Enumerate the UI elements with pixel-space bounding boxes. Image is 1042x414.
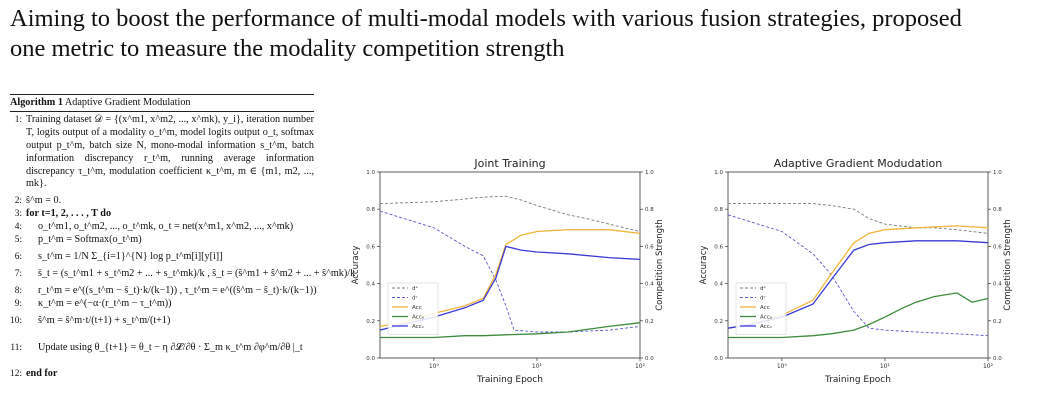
- chart-adaptive-gradient-modulation: Adaptive Gradient Modudation 0.0 0.2 0.4 0.6…: [688, 150, 1038, 395]
- series-line-2: [727, 214, 989, 337]
- series-line-1: [728, 203, 989, 234]
- y2-axis-label: Competition Strength: [655, 219, 665, 311]
- x-tick-label: 10¹: [532, 363, 543, 370]
- legend-label: Acc: [412, 305, 422, 311]
- legend-label: Accᵥ: [412, 324, 424, 330]
- chart-title: Joint Training: [473, 157, 545, 170]
- legend-label: dᵛ: [760, 296, 766, 302]
- y-tick-label: 0.8: [714, 207, 723, 213]
- algo-line-8: 8: r_t^m = e^((s_t^m − s̄_t)·k/(k−1)) , τ…: [14, 284, 317, 296]
- y-axis-label: Accuracy: [699, 246, 709, 285]
- legend-label: Accᵥ: [760, 324, 772, 330]
- x-tick-label: 10⁰: [429, 363, 440, 370]
- legend-label: Accₐ: [412, 315, 424, 321]
- y2-tick-label: 0.0: [993, 356, 1002, 362]
- y-tick-label: 0.0: [366, 356, 375, 362]
- algorithm-block: Algorithm 1 Adaptive Gradient Modulation…: [10, 94, 356, 412]
- x-tick-label: 10⁰: [777, 363, 788, 370]
- y-axis-label: Accuracy: [351, 246, 361, 285]
- y2-tick-label: 1.0: [645, 170, 654, 176]
- series-line-4: [728, 292, 989, 339]
- y2-tick-label: 0.4: [645, 282, 654, 288]
- y2-axis-label: Competition Strength: [1003, 219, 1013, 311]
- algorithm-header: Algorithm 1 Adaptive Gradient Modulation: [10, 95, 314, 111]
- algorithm-header-rule: [10, 110, 314, 112]
- slide-title-line-2: one metric to measure the modality compe…: [10, 35, 565, 62]
- algorithm-label: Algorithm 1: [10, 97, 63, 108]
- slide-title: Aiming to boost the performance of multi…: [10, 4, 1035, 64]
- y2-tick-label: 0.6: [993, 244, 1002, 250]
- algo-line-9: 9: κ_t^m = e^(−α·(r_t^m − τ_t^m)): [14, 297, 172, 309]
- algo-line-4: 4: o_t^m1, o_t^m2, ..., o_t^mk, o_t = net…: [14, 221, 294, 233]
- algo-line-3: 3: for t=1, 2, . . . , T do: [14, 208, 112, 220]
- legend-label: dᵛ: [412, 296, 418, 302]
- plot-frame: [727, 171, 989, 359]
- y2-tick-label: 0.8: [645, 207, 654, 213]
- algo-line-7: 7: s̄_t = (s_t^m1 + s_t^m2 + ... + s_t^mk…: [14, 267, 356, 279]
- algorithm-lines: 1: Training dataset 𝒟 = {(x^m1, x^m2, ...…: [10, 112, 356, 381]
- algo-line-10: 10: ŝ^m = ŝ^m·t/(t+1) + s_t^m/(t+1): [10, 314, 171, 326]
- series-line-1: [379, 195, 641, 232]
- y2-tick-label: 0.0: [645, 356, 654, 362]
- plot-frame: [379, 171, 641, 359]
- y2-tick-label: 0.4: [993, 282, 1002, 288]
- y-tick-label: 0.8: [366, 207, 375, 213]
- algo-line-1: 1: Training dataset 𝒟 = {(x^m1, x^m2, ...…: [14, 113, 314, 190]
- chart-agm-svg: Adaptive Gradient Modudation 0.0 0.2 0.4 0.6…: [699, 157, 1013, 385]
- slide-title-line-1: Aiming to boost the performance of multi…: [10, 5, 962, 32]
- y-tick-label: 0.4: [366, 282, 375, 288]
- y2-tick-label: 1.0: [993, 170, 1002, 176]
- y-tick-label: 0.6: [714, 244, 723, 250]
- legend-label: dᵃ: [760, 286, 766, 292]
- algorithm-name: Adaptive Gradient Modulation: [64, 97, 191, 108]
- algo-line-11: 11: Update using θ_{t+1} = θ_t − η ∂𝓛/∂θ …: [10, 341, 303, 353]
- y2-tick-label: 0.6: [645, 244, 654, 250]
- legend-label: dᵃ: [412, 286, 418, 292]
- series-line-2: [379, 210, 641, 333]
- algorithm-top-rule: [10, 94, 314, 95]
- x-tick-label: 10¹: [880, 363, 891, 370]
- algo-line-5: 5: p_t^m = Softmax(o_t^m): [14, 234, 142, 246]
- x-tick-label: 10²: [635, 363, 646, 370]
- chart-joint-training-svg: Joint Training 0.0 0.2 0.4 0.6 0.8 1.0 0.0 0.2 0.…: [351, 157, 665, 385]
- x-tick-label: 10²: [983, 363, 994, 370]
- y-tick-label: 0.4: [714, 282, 723, 288]
- y-tick-label: 0.0: [714, 356, 723, 362]
- x-axis-label: Training Epoch: [476, 375, 543, 385]
- y-tick-label: 0.6: [366, 244, 375, 250]
- legend-label: Acc: [760, 305, 770, 311]
- algo-line-12: 12: end for: [10, 368, 58, 380]
- algo-line-6: 6: s_t^m = 1/N Σ_{i=1}^{N} log p_t^m[i][y…: [14, 250, 223, 262]
- legend-label: Accₐ: [760, 315, 772, 321]
- chart-joint-training: Joint Training 0.0 0.2 0.4 0.6 0.8 1.0 0.0 0.2 0.…: [340, 150, 690, 395]
- chart-title: Adaptive Gradient Modudation: [774, 157, 943, 170]
- y2-tick-label: 0.2: [645, 319, 654, 325]
- y2-tick-label: 0.8: [993, 207, 1002, 213]
- y-tick-label: 1.0: [714, 170, 723, 176]
- y2-tick-label: 0.2: [993, 319, 1002, 325]
- y-tick-label: 0.2: [714, 319, 723, 325]
- y-tick-label: 0.2: [366, 319, 375, 325]
- series-line-4: [380, 322, 641, 339]
- y-tick-label: 1.0: [366, 170, 375, 176]
- algo-line-2: 2: ŝ^m = 0.: [14, 195, 62, 207]
- x-axis-label: Training Epoch: [824, 375, 891, 385]
